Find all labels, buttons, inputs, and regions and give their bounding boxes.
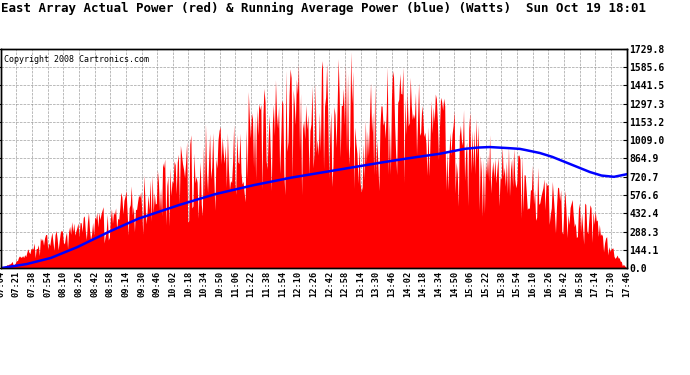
Text: 17:14: 17:14 xyxy=(591,270,600,297)
Text: 16:42: 16:42 xyxy=(560,270,569,297)
Text: 08:26: 08:26 xyxy=(75,270,83,297)
Text: Copyright 2008 Cartronics.com: Copyright 2008 Cartronics.com xyxy=(4,56,149,64)
Text: 08:58: 08:58 xyxy=(106,270,115,297)
Text: 07:04: 07:04 xyxy=(0,270,6,297)
Text: 16:58: 16:58 xyxy=(575,270,584,297)
Text: 14:02: 14:02 xyxy=(403,270,412,297)
Text: 14:34: 14:34 xyxy=(434,270,443,297)
Text: 09:14: 09:14 xyxy=(121,270,130,297)
Text: 13:14: 13:14 xyxy=(356,270,365,297)
Text: 08:10: 08:10 xyxy=(59,270,68,297)
Text: 15:38: 15:38 xyxy=(497,270,506,297)
Text: 15:22: 15:22 xyxy=(481,270,490,297)
Text: 10:50: 10:50 xyxy=(215,270,224,297)
Text: 16:10: 16:10 xyxy=(528,270,537,297)
Text: 15:06: 15:06 xyxy=(466,270,475,297)
Text: 15:54: 15:54 xyxy=(513,270,522,297)
Text: 11:06: 11:06 xyxy=(231,270,240,297)
Text: 09:30: 09:30 xyxy=(137,270,146,297)
Text: 16:26: 16:26 xyxy=(544,270,553,297)
Text: 11:38: 11:38 xyxy=(262,270,271,297)
Text: 13:30: 13:30 xyxy=(372,270,381,297)
Text: 07:38: 07:38 xyxy=(28,270,37,297)
Text: East Array Actual Power (red) & Running Average Power (blue) (Watts)  Sun Oct 19: East Array Actual Power (red) & Running … xyxy=(1,2,647,15)
Text: 07:21: 07:21 xyxy=(12,270,21,297)
Text: 11:22: 11:22 xyxy=(246,270,255,297)
Text: 14:18: 14:18 xyxy=(419,270,428,297)
Text: 10:18: 10:18 xyxy=(184,270,193,297)
Text: 11:54: 11:54 xyxy=(278,270,287,297)
Text: 12:58: 12:58 xyxy=(340,270,349,297)
Text: 14:50: 14:50 xyxy=(450,270,459,297)
Text: 10:34: 10:34 xyxy=(199,270,208,297)
Text: 07:54: 07:54 xyxy=(43,270,52,297)
Text: 17:30: 17:30 xyxy=(607,270,615,297)
Text: 17:46: 17:46 xyxy=(622,270,631,297)
Text: 12:42: 12:42 xyxy=(325,270,334,297)
Text: 08:42: 08:42 xyxy=(90,270,99,297)
Text: 09:46: 09:46 xyxy=(152,270,161,297)
Text: 12:26: 12:26 xyxy=(309,270,318,297)
Text: 13:46: 13:46 xyxy=(387,270,396,297)
Text: 10:02: 10:02 xyxy=(168,270,177,297)
Text: 12:10: 12:10 xyxy=(293,270,302,297)
